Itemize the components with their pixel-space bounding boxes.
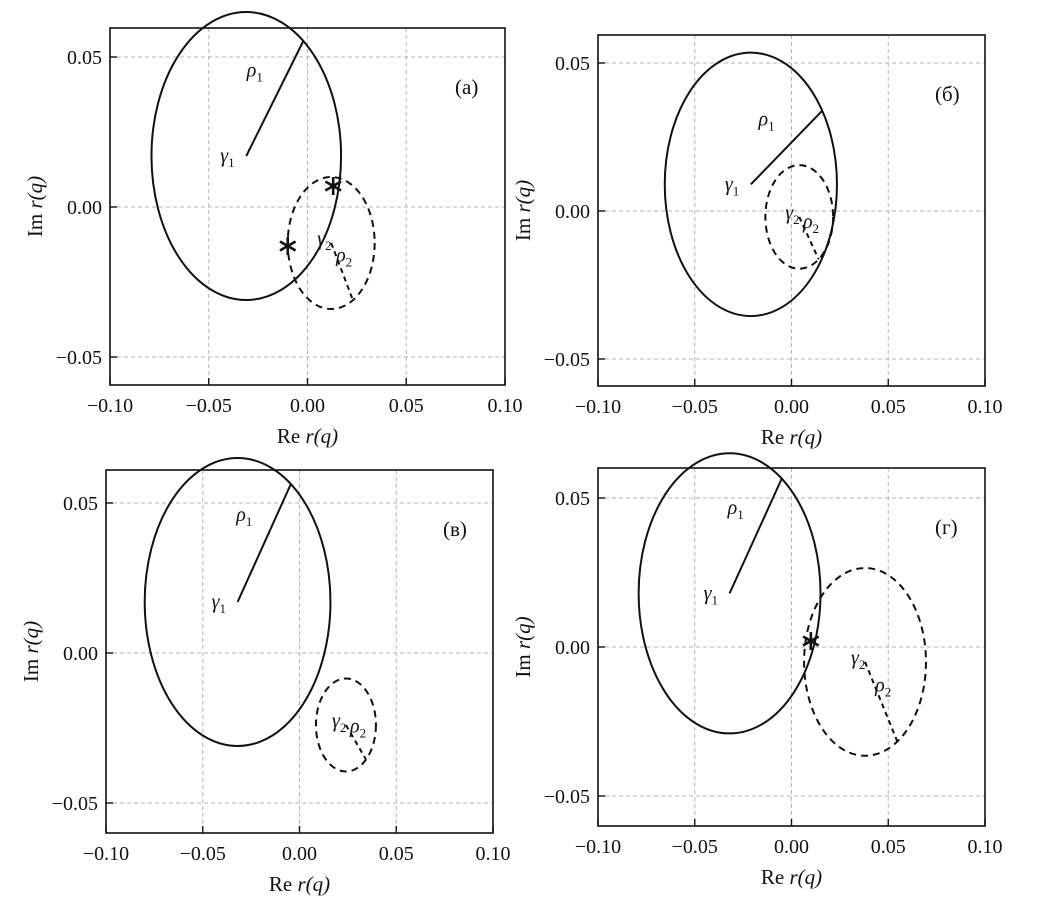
circle-1 — [663, 51, 838, 318]
circle-2-center-label: γ2 — [332, 710, 346, 735]
y-tick-label: −0.05 — [544, 786, 590, 808]
x-tick-label: −0.10 — [83, 843, 129, 865]
asterisk-stroke — [279, 240, 297, 252]
circle-2-radius-label: ρ2 — [335, 245, 352, 270]
circle-1 — [143, 457, 332, 747]
circle-1-center-label: γ1 — [220, 145, 234, 170]
asterisk-stroke — [324, 180, 342, 192]
y-tick-label: 0.00 — [67, 197, 102, 219]
circle-1-radius — [236, 483, 292, 603]
panel-label: (а) — [455, 75, 478, 99]
y-tick-label: 0.00 — [555, 637, 590, 659]
circle-1-center-label: γ1 — [725, 173, 739, 198]
x-tick-label: −0.10 — [87, 395, 133, 417]
circle-1-radius-label: ρ1 — [235, 504, 252, 529]
x-tick-label: 0.05 — [379, 843, 414, 865]
y-axis-title: Im r(q) — [19, 621, 43, 682]
circle-2-center-label: γ2 — [785, 202, 799, 227]
x-tick-label: 0.10 — [488, 395, 523, 417]
x-tick-label: 0.00 — [774, 836, 809, 858]
y-tick-label: 0.05 — [67, 47, 102, 69]
panel-3: −0.10 −0.05 0.00 0.05 0.10 0.05 0.00 −0.05 Re r(… — [19, 457, 511, 896]
x-tick-label: 0.05 — [871, 836, 906, 858]
circle-2-radius-label: ρ2 — [802, 211, 819, 236]
circle-2-radius-label: ρ2 — [349, 715, 366, 740]
circle-1-radius — [245, 40, 305, 157]
x-tick-label: 0.00 — [290, 395, 325, 417]
x-tick-label: 0.05 — [389, 395, 424, 417]
y-tick-label: −0.05 — [544, 349, 590, 371]
x-axis-title: Re r(q) — [761, 425, 822, 449]
circle-1-radius-label: ρ1 — [727, 497, 744, 522]
x-tick-label: 0.05 — [871, 396, 906, 418]
circle-1-center-label: γ1 — [704, 582, 718, 607]
x-tick-label: 0.10 — [476, 843, 511, 865]
circle-2-radius — [798, 216, 820, 260]
y-tick-label: 0.00 — [555, 201, 590, 223]
y-axis-title: Im r(q) — [511, 616, 535, 677]
y-tick-label: 0.00 — [63, 643, 98, 665]
y-tick-label: 0.05 — [555, 488, 590, 510]
panel-label: (б) — [935, 82, 960, 106]
intersection-marker — [802, 632, 820, 651]
panel-label: (в) — [443, 517, 467, 541]
panel-4: −0.10 −0.05 0.00 0.05 0.10 0.05 0.00 −0.05 Re r(… — [511, 452, 1003, 889]
x-tick-label: −0.05 — [672, 836, 718, 858]
intersection-marker — [279, 237, 297, 255]
circle-2-radius — [345, 724, 367, 761]
circle-1-radius — [750, 110, 823, 186]
x-axis-title: Re r(q) — [761, 865, 822, 889]
panel-2: −0.10 −0.05 0.00 0.05 0.10 0.05 0.00 −0.05 Re r(… — [511, 34, 1003, 449]
x-tick-label: 0.10 — [968, 836, 1003, 858]
y-tick-label: 0.05 — [63, 493, 98, 515]
y-tick-label: 0.05 — [555, 53, 590, 75]
circle-2 — [803, 567, 927, 757]
y-tick-label: −0.05 — [52, 793, 98, 815]
y-axis-title: Im r(q) — [23, 176, 47, 237]
circle-2-center-label: γ2 — [317, 228, 331, 253]
panel-1: −0.10 −0.05 0.00 0.05 0.10 0.05 0.00 −0.05 Re r(… — [23, 11, 523, 448]
y-axis-title: Im r(q) — [511, 180, 535, 241]
asterisk-stroke — [802, 635, 820, 647]
intersection-marker — [324, 177, 342, 195]
circle-1 — [150, 11, 343, 301]
x-axis-title: Re r(q) — [269, 872, 330, 896]
x-tick-label: −0.05 — [186, 395, 232, 417]
x-tick-label: −0.10 — [575, 836, 621, 858]
x-tick-label: −0.05 — [180, 843, 226, 865]
x-tick-label: −0.10 — [575, 396, 621, 418]
x-tick-label: 0.10 — [968, 396, 1003, 418]
circle-1-radius-label: ρ1 — [758, 109, 775, 134]
x-axis-title: Re r(q) — [277, 424, 338, 448]
circle-1-radius — [728, 478, 783, 594]
circle-1-radius-label: ρ1 — [246, 59, 263, 84]
circle-2 — [314, 677, 377, 773]
x-tick-label: 0.00 — [774, 396, 809, 418]
panel-label: (г) — [935, 515, 958, 539]
circle-2-radius — [330, 242, 354, 301]
x-tick-label: 0.00 — [282, 843, 317, 865]
circle-2-radius-label: ρ2 — [874, 675, 891, 700]
circle-1 — [637, 452, 822, 735]
y-tick-label: −0.05 — [56, 347, 102, 369]
circle-2 — [764, 164, 835, 270]
x-tick-label: −0.05 — [672, 396, 718, 418]
circle-1-center-label: γ1 — [212, 591, 226, 616]
circle-2-center-label: γ2 — [851, 647, 865, 672]
